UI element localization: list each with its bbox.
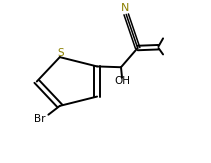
Text: S: S xyxy=(58,48,64,58)
Text: N: N xyxy=(121,3,129,13)
Text: OH: OH xyxy=(114,76,130,86)
Text: Br: Br xyxy=(34,114,45,124)
